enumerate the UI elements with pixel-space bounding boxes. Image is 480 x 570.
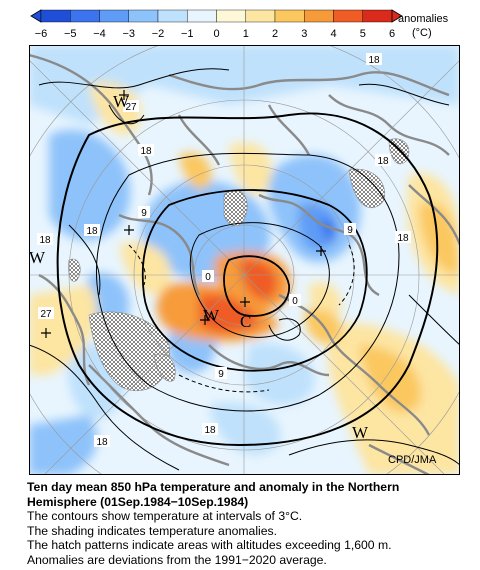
colorbar-cell xyxy=(333,9,363,23)
anomaly-colorbar: −6 −5 −4 −3 −2 −1 0 1 2 3 4 5 6 anomalies (°C) xyxy=(30,9,449,40)
center-markers xyxy=(41,90,326,338)
colorbar-tick-label: 1 xyxy=(243,28,249,40)
colorbar-cell xyxy=(362,9,393,23)
svg-text:18: 18 xyxy=(368,55,380,66)
colorbar-cell xyxy=(70,9,100,23)
colorbar-tick-label: 6 xyxy=(389,28,395,40)
colorbar-tick-label: 0 xyxy=(213,28,219,40)
contour-label: 27 xyxy=(38,307,54,320)
colorbar-cell xyxy=(216,9,246,23)
colorbar-tick-label: −4 xyxy=(93,28,106,40)
caption-line: The hatch patterns indicate areas with a… xyxy=(27,538,392,553)
warm-anomaly-marker: W xyxy=(113,92,130,111)
colorbar-cell xyxy=(187,9,217,23)
colorbar-tick-label: −2 xyxy=(152,28,165,40)
anomaly-shading xyxy=(29,45,460,475)
svg-text:18: 18 xyxy=(39,235,51,246)
svg-text:18: 18 xyxy=(140,146,152,157)
colorbar-cell xyxy=(304,9,334,23)
colorbar-label-line2: (°C) xyxy=(412,27,432,39)
colorbar-tick-label: −3 xyxy=(122,28,135,40)
temperature-contours xyxy=(29,68,460,471)
colorbar-right-arrow xyxy=(391,9,403,23)
svg-text:27: 27 xyxy=(40,309,52,320)
caption-title-line1: Ten day mean 850 hPa temperature and ano… xyxy=(27,480,400,494)
coastlines xyxy=(29,53,460,475)
svg-text:18: 18 xyxy=(397,233,409,244)
contour-label: 0 xyxy=(202,270,214,283)
svg-text:9: 9 xyxy=(218,369,224,380)
polar-stereographic-map: 18 27 18 9 18 27 0 0 9 18 18 18 9 18 18 … xyxy=(29,45,460,475)
colorbar-left-arrow xyxy=(30,9,42,23)
svg-text:0: 0 xyxy=(205,272,211,283)
warm-anomaly-marker: W xyxy=(29,248,46,267)
caption-title-line2: Hemisphere (01Sep.1984−10Sep.1984) xyxy=(27,494,249,509)
colorbar-tick-label: 5 xyxy=(360,28,366,40)
colorbar-cell xyxy=(157,9,188,23)
svg-text:9: 9 xyxy=(141,208,147,219)
svg-text:27: 27 xyxy=(125,102,137,113)
lat-lon-grid xyxy=(29,45,460,475)
map-frame xyxy=(29,45,460,475)
contour-label: 9 xyxy=(344,223,356,236)
colorbar-tick-label: −1 xyxy=(181,28,194,40)
contour-label: 18 xyxy=(366,53,382,66)
svg-text:18: 18 xyxy=(204,425,216,436)
warm-anomaly-marker: W xyxy=(352,423,369,442)
colorbar-cell xyxy=(128,9,159,23)
figure-caption: Ten day mean 850 hPa temperature and ano… xyxy=(27,480,472,568)
colorbar-label-line1: anomalies xyxy=(398,13,449,25)
cold-anomaly-marker: C xyxy=(240,312,251,331)
colorbar-tick-label: −6 xyxy=(35,28,48,40)
contour-label: 18 xyxy=(94,435,110,448)
colorbar-tick-label: 4 xyxy=(330,28,336,40)
caption-line: Anomalies are deviations from the 1991−2… xyxy=(27,552,327,567)
svg-text:18: 18 xyxy=(96,437,108,448)
contour-label: 18 xyxy=(395,231,411,244)
contour-label: 9 xyxy=(215,367,227,380)
colorbar-tick-label: −5 xyxy=(64,28,77,40)
contour-label: 27 xyxy=(123,100,139,113)
svg-text:18: 18 xyxy=(86,226,98,237)
contour-label: 18 xyxy=(37,233,53,246)
contour-label: 18 xyxy=(375,154,391,167)
colorbar-tick-label: 2 xyxy=(272,28,278,40)
svg-text:18: 18 xyxy=(377,156,389,167)
contour-label: 0 xyxy=(289,294,301,307)
contour-label: 18 xyxy=(138,144,154,157)
colorbar-tick-label: 3 xyxy=(301,28,307,40)
colorbar-cell xyxy=(99,9,129,23)
caption-line: The contours show temperature at interva… xyxy=(27,509,303,524)
contour-label: 9 xyxy=(138,206,150,219)
credit-label: CPD/JMA xyxy=(388,454,437,466)
caption-line: The shading indicates temperature anomal… xyxy=(27,523,277,538)
colorbar-cell xyxy=(245,9,276,23)
svg-text:0: 0 xyxy=(292,296,298,307)
colorbar-cell xyxy=(40,9,71,23)
svg-text:9: 9 xyxy=(347,225,353,236)
colorbar-cell xyxy=(274,9,305,23)
contour-label: 18 xyxy=(84,224,100,237)
contour-label: 18 xyxy=(202,423,218,436)
